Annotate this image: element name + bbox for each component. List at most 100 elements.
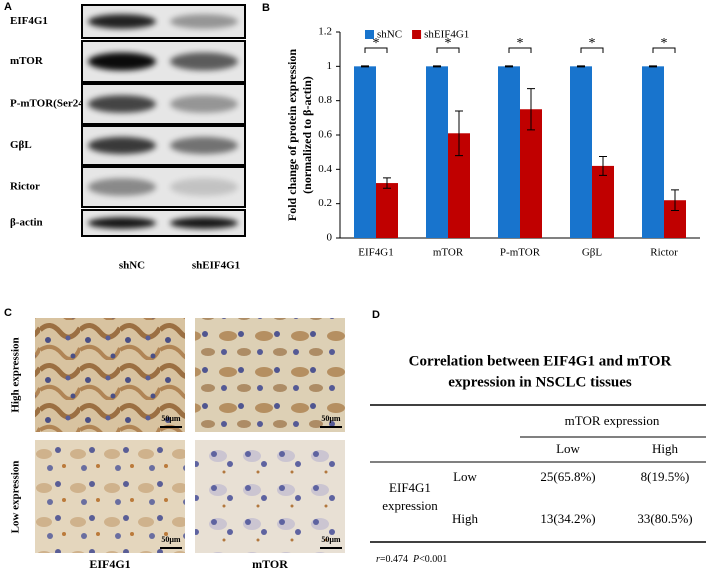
significance-bracket [652, 47, 676, 53]
blot-label: Rictor [10, 181, 40, 193]
blot-label: mTOR [10, 55, 44, 67]
row-label: Low [453, 469, 477, 484]
histology-image [195, 440, 345, 553]
blot-label: β-actin [10, 217, 43, 229]
error-bar [671, 189, 679, 212]
histology-image [35, 440, 185, 553]
error-bar [527, 88, 535, 131]
y-tick-label: 1.2 [318, 26, 332, 38]
scale-bar-label: 50μm [161, 535, 181, 544]
error-bar [383, 177, 391, 189]
error-bar [649, 65, 657, 68]
error-bar [599, 155, 607, 176]
significance-mark: * [445, 36, 452, 51]
blot-band [170, 178, 238, 196]
bar [520, 109, 542, 238]
row-group: EIF4G1 [389, 480, 431, 495]
scale-bars: 50μm 50μm 50μm 50μm [160, 414, 342, 549]
column-group: mTOR expression [565, 413, 660, 428]
cell: 33(80.5%) [637, 511, 692, 526]
table-title: expression in NSCLC tissues [448, 374, 632, 390]
panel-label: D [372, 309, 380, 321]
significance-bracket [508, 47, 532, 53]
legend-swatch [365, 30, 374, 39]
y-tick-label: 0.4 [318, 163, 332, 175]
significance-bracket [364, 47, 388, 53]
bar [642, 66, 664, 238]
bar [354, 66, 376, 238]
cell: 8(19.5%) [641, 469, 690, 484]
bar [664, 200, 686, 238]
note-r-value: =0.474 [380, 554, 408, 565]
blot-band [170, 52, 238, 71]
cell: 25(65.8%) [540, 469, 595, 484]
scale-bar-label: 50μm [321, 535, 341, 544]
y-axis-label: Fold change of protein expression [285, 49, 299, 222]
blot-band [88, 217, 156, 229]
panel-label: A [4, 1, 12, 13]
blot-band [88, 52, 156, 71]
bar [426, 66, 448, 238]
bar-chart: 0 0.2 0.4 0.6 0.8 1 1.2 Fold change of protein … [285, 26, 700, 259]
column-label: mTOR [252, 557, 288, 571]
y-tick-label: 0 [327, 232, 333, 244]
histology-image [35, 318, 185, 432]
lane-label: shNC [119, 260, 145, 272]
significance-bracket [436, 47, 460, 53]
table-rules [370, 404, 706, 543]
cell: 13(34.2%) [540, 511, 595, 526]
bar [376, 183, 398, 238]
blot-band [88, 178, 156, 196]
y-tick-label: 0.6 [318, 129, 332, 141]
blot-band [170, 95, 238, 113]
row-label: High [452, 511, 479, 526]
row-label: Low expression [10, 461, 22, 534]
significance-mark: * [661, 36, 668, 51]
x-tick-label: P-mTOR [500, 247, 541, 259]
blot-label: P-mTOR(Ser2448) [10, 98, 99, 110]
note-p-value: <0.001 [419, 554, 447, 565]
bar [498, 66, 520, 238]
x-tick-label: EIF4G1 [358, 247, 393, 259]
significance-bracket [580, 47, 604, 53]
western-blot: EIF4G1 mTOR P-mTOR(Ser2448) GβL Rictor β-acti… [10, 4, 246, 272]
x-tick-label: Rictor [650, 247, 678, 259]
panel-label: B [262, 2, 270, 14]
error-bar [433, 65, 441, 68]
blot-label: GβL [10, 139, 32, 151]
error-bar [361, 65, 369, 68]
note-p: P [412, 554, 419, 565]
blot-band [170, 136, 238, 155]
error-bar [505, 65, 513, 68]
bar [592, 165, 614, 238]
blot-label: EIF4G1 [10, 15, 48, 27]
row-label: High expression [10, 337, 22, 412]
blot-band [170, 217, 238, 229]
column-label: EIF4G1 [89, 557, 130, 571]
significance-mark: * [589, 36, 596, 51]
blot-band [88, 14, 156, 29]
column-header: Low [556, 441, 580, 456]
significance-mark: * [373, 36, 380, 51]
note-r: r [376, 554, 380, 565]
note: r=0.474 P<0.001 [376, 554, 447, 565]
y-axis-label: (normalized to β-actin) [300, 76, 314, 194]
error-bar [577, 65, 585, 68]
bar [448, 133, 470, 238]
panel-label: C [4, 307, 12, 319]
x-tick-label: mTOR [433, 247, 464, 259]
blot-band [88, 95, 156, 113]
y-tick-label: 1 [327, 60, 333, 72]
blot-band [88, 136, 156, 155]
legend-swatch [412, 30, 422, 39]
bar [570, 66, 592, 238]
table-title: Correlation between EIF4G1 and mTOR [409, 353, 672, 369]
y-tick-label: 0.2 [318, 197, 332, 209]
scale-bar-label: 50μm [321, 414, 341, 423]
histology-image [195, 318, 345, 432]
significance-mark: * [517, 36, 524, 51]
legend-label: shEIF4G1 [424, 29, 469, 41]
error-bar [455, 110, 463, 157]
blot-band [170, 14, 238, 29]
